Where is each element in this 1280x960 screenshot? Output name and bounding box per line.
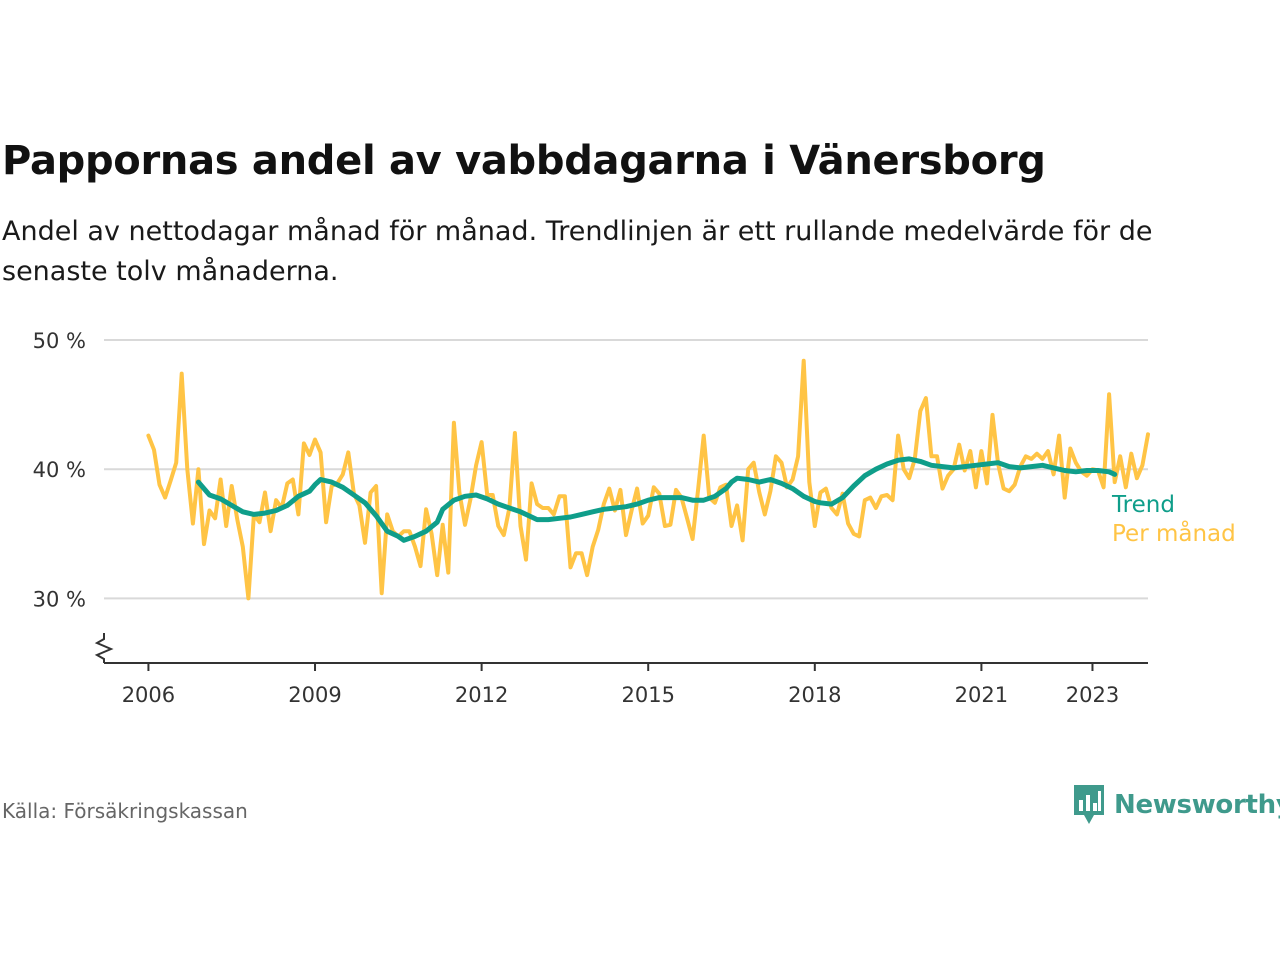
y-tick-label: 40 %	[33, 458, 86, 482]
x-tick-label: 2021	[955, 683, 1008, 707]
chart-title: Pappornas andel av vabbdagarna i Vänersb…	[2, 138, 1046, 184]
y-tick-label: 30 %	[33, 587, 86, 611]
y-tick-label: 50 %	[33, 329, 86, 353]
x-tick-label: 2018	[788, 683, 841, 707]
grid-lines	[104, 339, 1148, 600]
x-tick-label: 2015	[621, 683, 674, 707]
source-note: Källa: Försäkringskassan	[2, 799, 248, 823]
series-line-per-manad	[146, 358, 1150, 601]
brand-name: Newsworthy	[1114, 790, 1280, 820]
x-tick-label: 2006	[122, 683, 175, 707]
series-label-per-manad: Per månad	[1112, 519, 1236, 547]
axis-break-marker	[94, 633, 114, 663]
series-line-trend	[195, 456, 1118, 543]
newsworthy-logo-icon	[1074, 785, 1104, 824]
series-label-trend: Trend	[1111, 492, 1175, 518]
series-lines	[146, 358, 1150, 601]
x-tick-label: 2009	[288, 683, 341, 707]
chart-subtitle: Andel av nettodagar månad för månad. Tre…	[2, 216, 1153, 287]
x-axis: 2006 2009 2012 2015 2018 2021 2023	[94, 633, 1148, 707]
x-tick-label: 2023	[1066, 683, 1119, 707]
line-chart: 30 % 40 % 50 % 2006 2009 2012 2015 2018 2021 202…	[33, 329, 1236, 707]
y-axis-ticks: 30 % 40 % 50 %	[33, 329, 86, 611]
brand-logo: Newsworthy	[1072, 783, 1280, 827]
x-tick-label: 2012	[455, 683, 508, 707]
